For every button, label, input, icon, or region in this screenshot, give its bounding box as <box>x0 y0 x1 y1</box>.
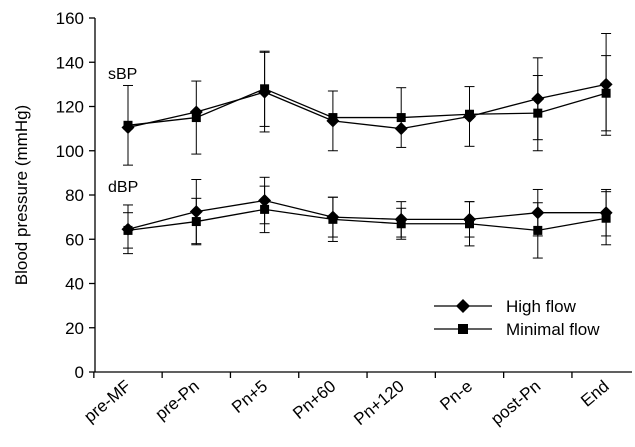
data-point-square <box>396 219 406 229</box>
data-point-diamond <box>531 92 545 106</box>
x-tick-label: Pn+5 <box>228 377 271 417</box>
y-tick-label: 60 <box>65 230 84 249</box>
y-tick-label: 80 <box>65 186 84 205</box>
data-point-square <box>601 213 611 223</box>
legend-marker-square <box>458 324 468 334</box>
series-line-sbp-high-flow <box>127 83 607 130</box>
data-point-square <box>260 84 270 94</box>
data-point-square <box>465 109 474 119</box>
y-tick-label: 160 <box>56 9 84 28</box>
legend: High flow Minimal flow <box>434 297 600 339</box>
x-tick-label: pre-MF <box>80 377 134 427</box>
markers <box>121 77 613 236</box>
data-point-diamond <box>599 77 613 91</box>
data-point-square <box>123 120 133 130</box>
series-line-dbp-high-flow <box>127 199 607 230</box>
x-tick-label: End <box>577 377 612 411</box>
data-point-square <box>533 108 543 118</box>
data-point-square <box>328 214 338 224</box>
legend-label-minimal-flow: Minimal flow <box>506 320 600 339</box>
y-ticks: 0 20 40 60 80 100 120 140 160 <box>56 9 95 382</box>
error-bars <box>123 32 612 259</box>
x-tick-label: post-Pn <box>487 377 544 429</box>
data-point-square <box>465 219 474 229</box>
data-point-square <box>533 225 543 235</box>
data-point-square <box>396 113 406 123</box>
series-line-sbp-minimal-flow <box>127 88 607 126</box>
y-tick-label: 120 <box>56 98 84 117</box>
x-tick-label: Pn+120 <box>350 377 407 430</box>
data-point-square <box>601 88 611 98</box>
series-lines <box>127 83 607 232</box>
data-point-diamond <box>258 194 272 208</box>
data-point-diamond <box>531 206 545 220</box>
data-point-diamond <box>189 205 203 219</box>
legend-item-minimal-flow: Minimal flow <box>434 320 600 339</box>
data-point-square <box>191 113 201 123</box>
y-tick-label: 140 <box>56 53 84 72</box>
series-line-dbp-minimal-flow <box>127 208 607 232</box>
y-tick-label: 100 <box>56 142 84 161</box>
legend-marker-diamond <box>456 299 470 313</box>
x-ticks: pre-MF pre-Pn Pn+5 Pn+60 Pn+120 Pn-e post-Pn En… <box>80 372 613 430</box>
data-point-square <box>191 217 201 227</box>
x-tick-label: Pn-e <box>436 377 476 415</box>
legend-label-high-flow: High flow <box>506 297 577 316</box>
legend-item-high-flow: High flow <box>434 297 577 316</box>
data-point-diamond <box>394 122 408 136</box>
y-tick-label: 40 <box>65 275 84 294</box>
y-tick-label: 20 <box>65 319 84 338</box>
x-tick-label: Pn+60 <box>289 377 339 423</box>
annotation-dbp: dBP <box>108 179 138 196</box>
y-tick-label: 0 <box>75 363 84 382</box>
data-point-square <box>123 225 133 235</box>
x-tick-label: pre-Pn <box>152 377 203 424</box>
annotation-sbp: sBP <box>108 66 137 83</box>
data-point-square <box>328 113 338 123</box>
data-point-square <box>260 204 270 214</box>
axes <box>94 18 632 373</box>
y-axis-label: Blood pressure (mmHg) <box>12 105 31 285</box>
